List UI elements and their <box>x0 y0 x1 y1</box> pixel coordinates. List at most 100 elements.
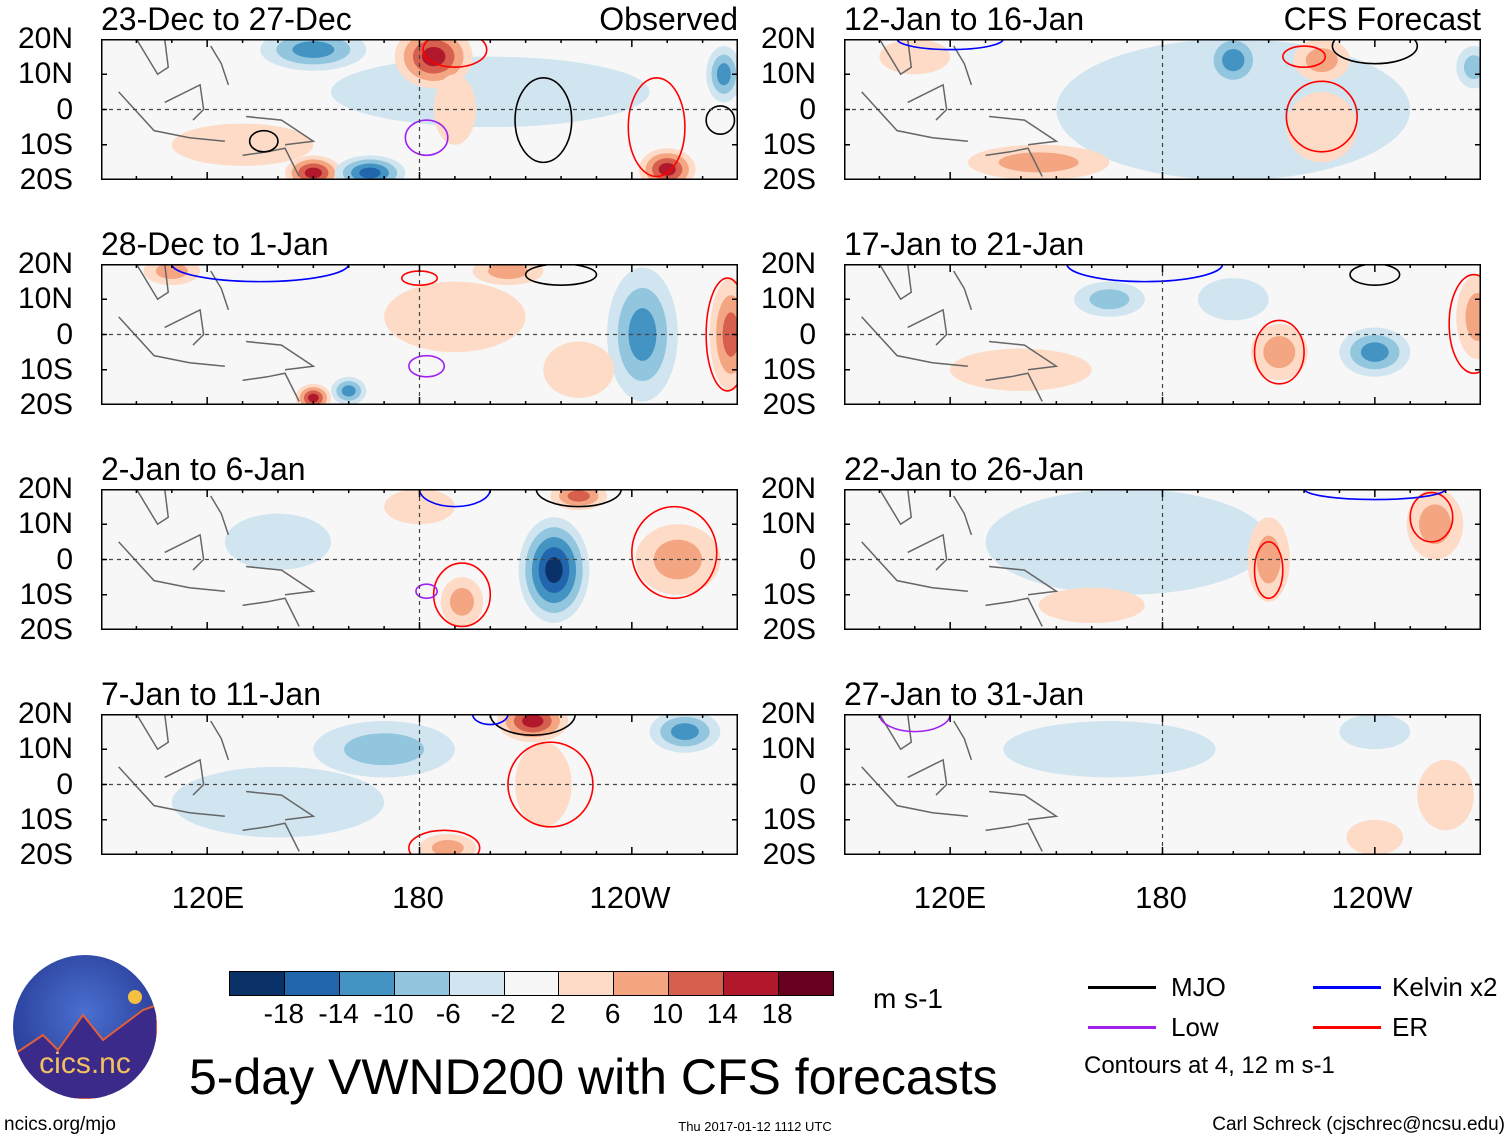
anomaly-shade <box>1197 278 1269 321</box>
lon-label-120w-right: 120W <box>1331 880 1413 915</box>
anomaly-shade <box>670 723 699 740</box>
lat-label: 10S <box>762 352 816 386</box>
lon-label-120e-left: 120E <box>171 880 245 915</box>
anomaly-shade <box>487 264 528 280</box>
colorbar-swatch <box>559 972 615 995</box>
colorbar-tick-label: -10 <box>373 998 414 1029</box>
colorbar <box>229 971 834 996</box>
colorbar-swatch <box>339 972 395 995</box>
er-contour <box>705 277 738 392</box>
map-plot <box>844 714 1481 855</box>
anomaly-shade <box>331 56 650 128</box>
map-plot <box>101 489 738 630</box>
coastline <box>861 39 1059 177</box>
low-contour <box>415 583 438 600</box>
footer-timestamp: Thu 2017-01-12 1112 UTC <box>678 1119 832 1134</box>
lat-label: 10N <box>760 57 816 91</box>
colorbar-tick-label: 6 <box>604 998 621 1029</box>
anomaly-shade <box>543 341 615 398</box>
lat-label: 20S <box>762 163 816 196</box>
lat-label: 20N <box>760 247 816 280</box>
lat-label: 0 <box>56 317 73 351</box>
er-contour <box>627 76 686 178</box>
anomaly-shade <box>545 557 563 584</box>
anomaly-shade <box>1465 292 1481 341</box>
lat-label: 20N <box>760 697 816 730</box>
lat-label: 10S <box>19 127 73 161</box>
anomaly-shade <box>155 264 188 280</box>
map-panel <box>101 489 738 630</box>
anomaly-shade <box>344 733 425 766</box>
anomaly-shade <box>1089 289 1130 310</box>
mjo-contour <box>524 264 598 286</box>
footer-author: Carl Schreck (cjschrec@ncsu.edu) <box>1212 1114 1505 1135</box>
er-contour <box>631 505 718 600</box>
er-contour <box>1285 80 1358 153</box>
panel-title: 7-Jan to 11-Jan <box>101 676 321 712</box>
anomaly-shade <box>421 47 446 67</box>
panel-title: 12-Jan to 16-Jan <box>844 1 1085 37</box>
anomaly-shade <box>431 839 464 855</box>
lat-label: 0 <box>799 542 816 576</box>
lat-label: 0 <box>799 767 816 801</box>
legend-low-label: Low <box>1171 1012 1219 1042</box>
er-contour <box>1409 491 1454 543</box>
legend-er-line <box>1313 1026 1381 1029</box>
anomaly-shade <box>341 385 356 397</box>
er-contour <box>1253 319 1305 385</box>
legend-kelvin-line <box>1313 986 1381 989</box>
anomaly-shade <box>304 167 322 179</box>
lat-label: 0 <box>56 92 73 126</box>
lat-label: 10S <box>19 352 73 386</box>
mjo-contour <box>535 489 623 508</box>
low-contour <box>408 354 446 378</box>
lat-label: 10N <box>760 507 816 541</box>
lat-label: 10N <box>17 282 73 316</box>
map-panel <box>844 264 1481 405</box>
lat-label: 10S <box>19 802 73 836</box>
panel-title: 28-Dec to 1-Jan <box>101 226 329 262</box>
units-label: m s-1 <box>873 983 943 1014</box>
map-plot <box>844 489 1481 630</box>
lat-label: 10N <box>760 282 816 316</box>
anomaly-shade <box>292 41 335 58</box>
map-panel <box>844 39 1481 180</box>
lat-label: 10S <box>762 127 816 161</box>
mjo-contour <box>489 714 576 736</box>
anomaly-shade <box>1286 91 1358 163</box>
colorbar-tick-label: 14 <box>706 998 738 1029</box>
map-plot <box>844 264 1481 405</box>
mjo-contour <box>1349 264 1401 286</box>
panel-title: 17-Jan to 21-Jan <box>844 226 1085 262</box>
colorbar-swatch <box>284 972 340 995</box>
map-plot <box>844 39 1481 180</box>
er-contour <box>1253 541 1284 600</box>
colorbar-swatch <box>669 972 725 995</box>
colorbar-tick-label: 18 <box>761 998 793 1029</box>
footer-url[interactable]: ncics.org/mjo <box>4 1114 116 1135</box>
anomaly-shade <box>1346 819 1404 855</box>
figure-title: 5-day VWND200 with CFS forecasts <box>189 1049 998 1105</box>
colorbar-swatch <box>230 972 285 995</box>
lon-label-180-left: 180 <box>392 880 444 915</box>
lat-label: 0 <box>56 542 73 576</box>
coastline <box>118 489 316 627</box>
er-contour <box>1448 273 1481 375</box>
lat-label: 20N <box>760 472 816 505</box>
colorbar-tick-label: -14 <box>318 998 359 1029</box>
contour-note: Contours at 4, 12 m s-1 <box>1084 1052 1335 1079</box>
coastline <box>861 264 1059 402</box>
panel-title: 22-Jan to 26-Jan <box>844 451 1085 487</box>
colorbar-swatch <box>504 972 560 995</box>
coastline <box>861 489 1059 627</box>
lat-label: 20S <box>762 388 816 421</box>
anomaly-shade <box>722 312 738 357</box>
map-panel <box>844 714 1481 855</box>
coastline <box>861 714 1059 852</box>
map-plot <box>101 39 738 180</box>
anomaly-shade <box>1417 759 1474 831</box>
lat-label: 20S <box>19 613 73 646</box>
colorbar-tick-label: -18 <box>263 998 305 1029</box>
mountain-icon <box>13 990 157 1099</box>
